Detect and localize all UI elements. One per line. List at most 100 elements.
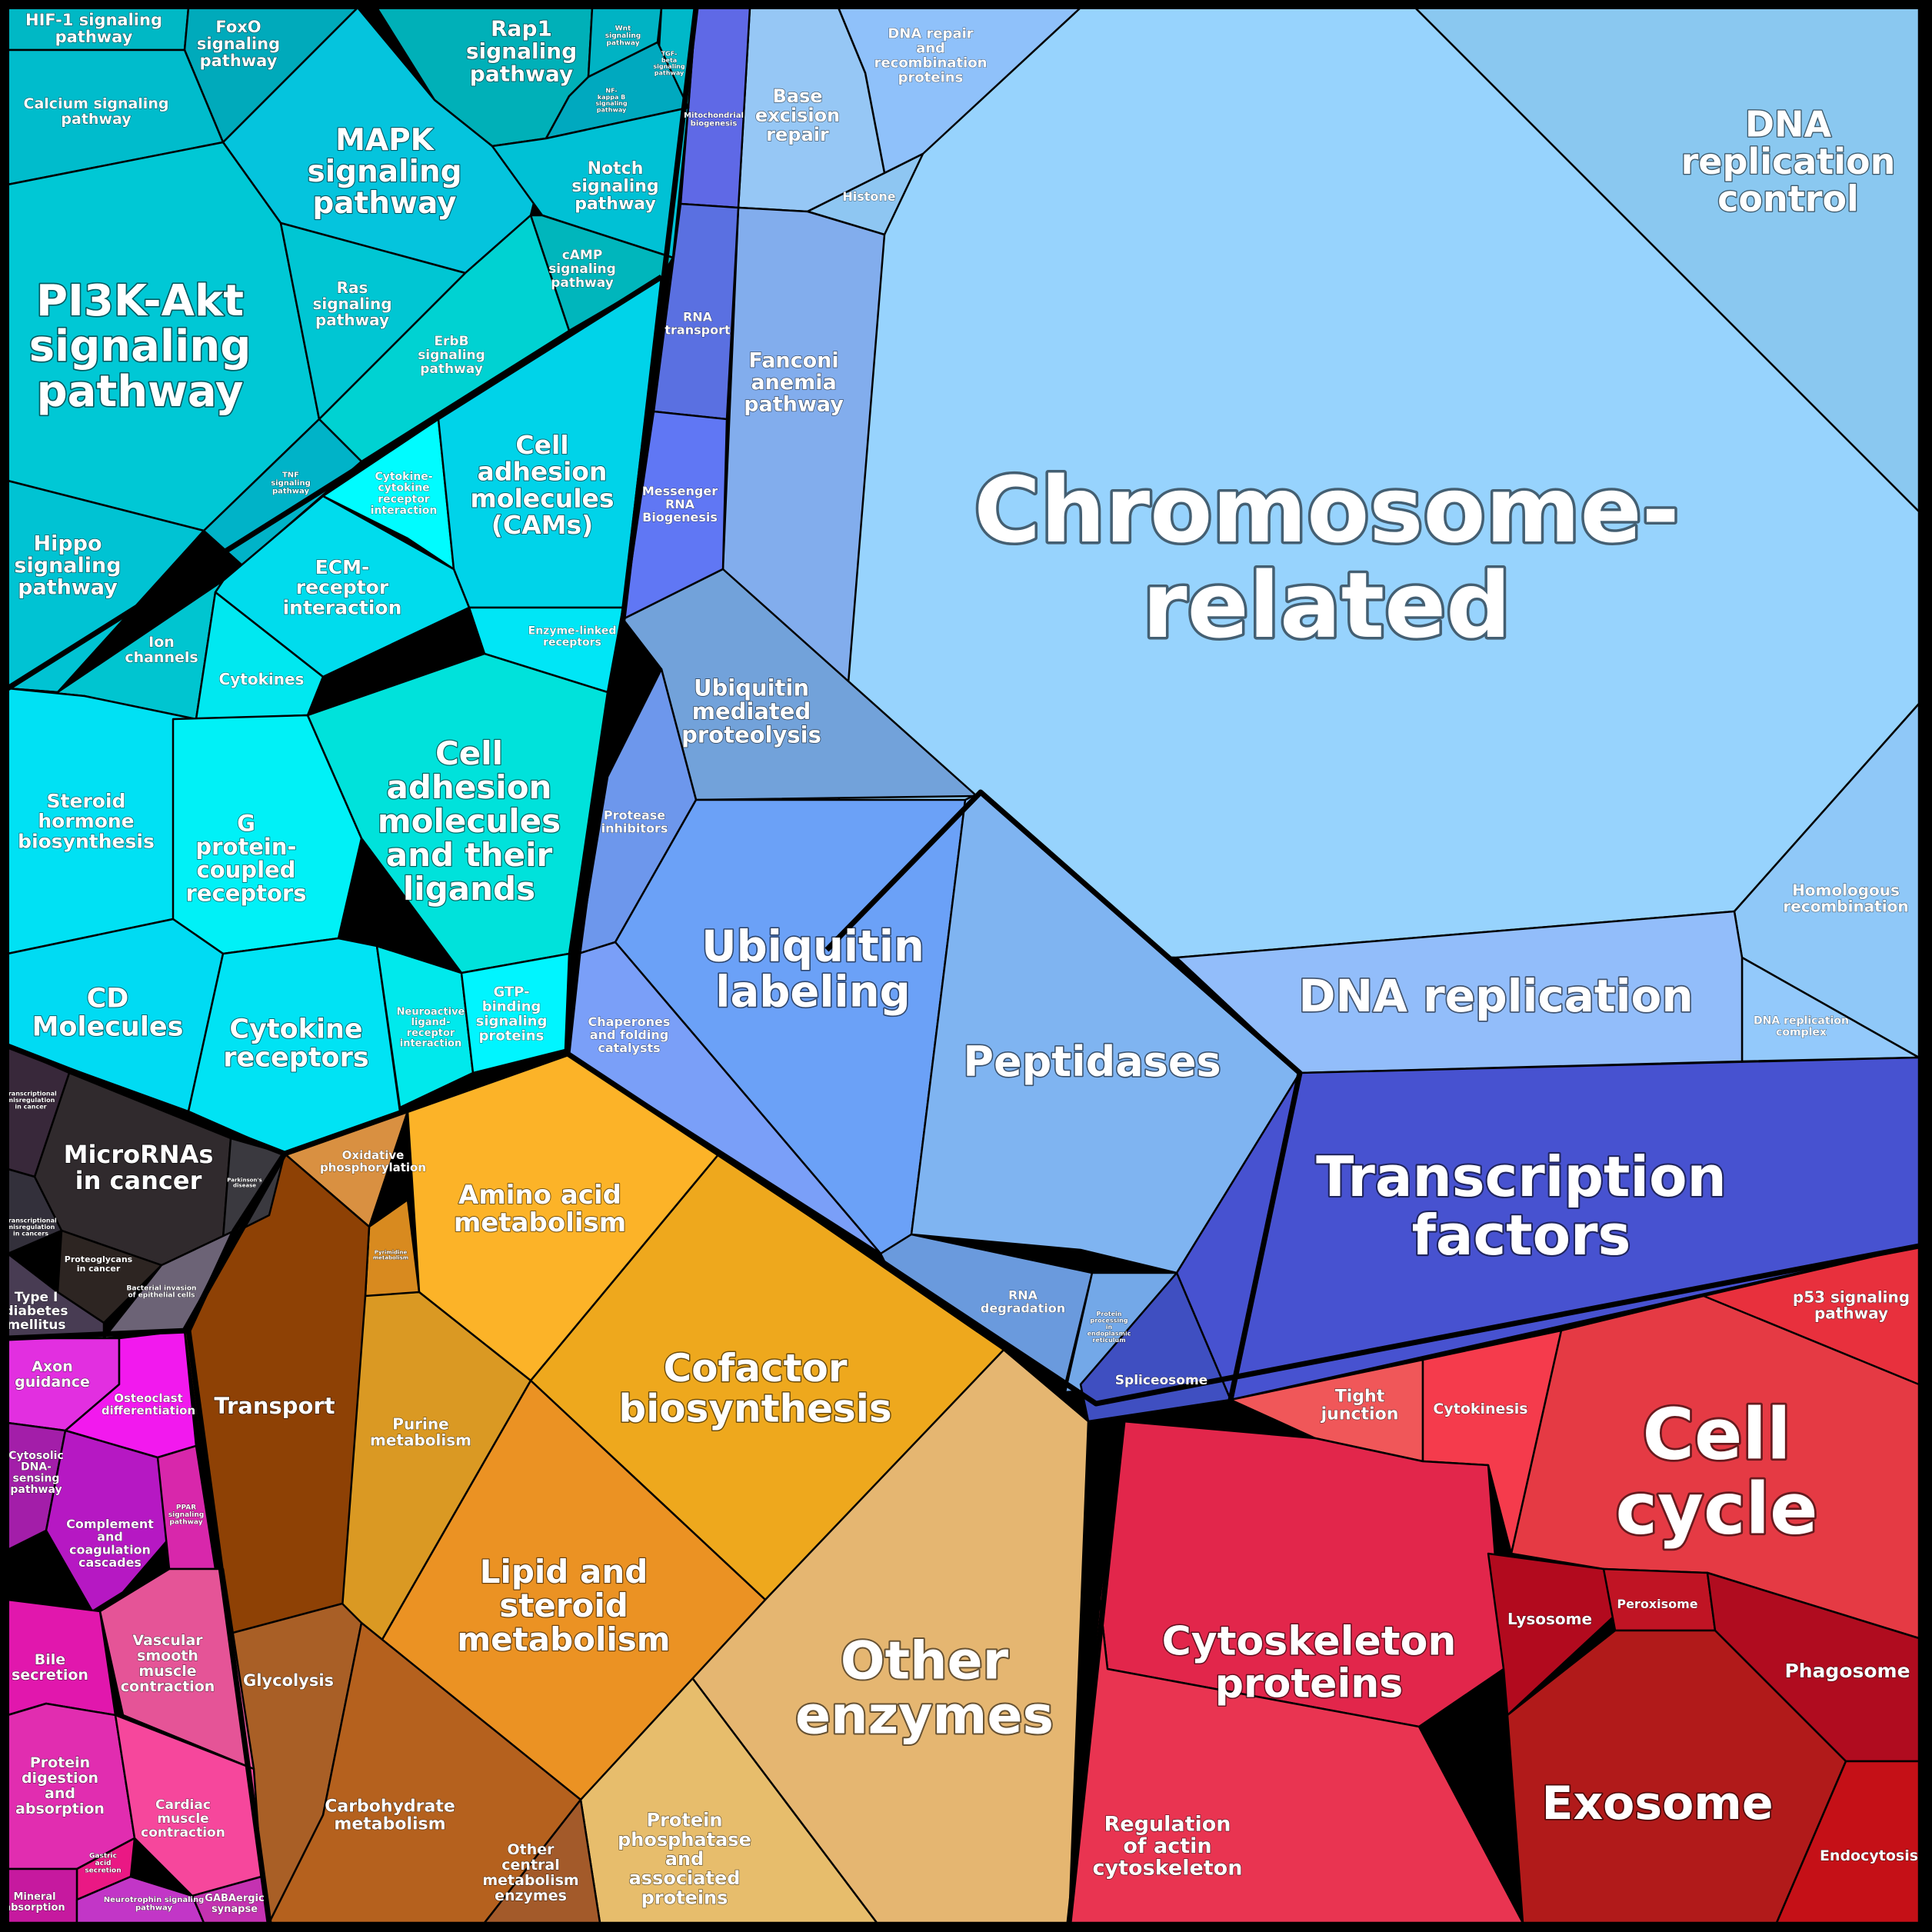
tgf-beta-label: TGF-beta signaling pathway bbox=[653, 50, 685, 76]
protein-digestion-label: Protein digestion and absorption bbox=[15, 1754, 105, 1817]
glycolysis-label: Glycolysis bbox=[243, 1671, 334, 1690]
transcription-factors-cell[interactable] bbox=[1175, 1056, 1920, 1401]
dna-repair-label: DNA repair and recombination proteins bbox=[874, 25, 988, 85]
notch-cell[interactable] bbox=[491, 106, 690, 259]
dna-replication-label: DNA replication bbox=[1298, 970, 1693, 1022]
regulation-actin-label: Regulation of actin cytoskeleton bbox=[1093, 1812, 1243, 1880]
calcium-label: Calcium signaling pathway bbox=[24, 95, 169, 128]
lysosome-cell[interactable] bbox=[1487, 1552, 1617, 1717]
homologous-recombination-label: Homologous recombination bbox=[1783, 881, 1908, 916]
hippo-label: Hippo signaling pathway bbox=[14, 531, 121, 599]
base-excision-repair-label: Base excision repair bbox=[755, 85, 840, 145]
fanconi-anemia-label: Fanconi anemia pathway bbox=[744, 348, 844, 416]
group-border bbox=[565, 7, 699, 1054]
group-border bbox=[566, 1051, 1920, 1407]
major-borders bbox=[6, 7, 1920, 1924]
ppar-label: PPAR signaling pathway bbox=[168, 1504, 204, 1527]
gtp-binding-label: GTP-binding signaling proteins bbox=[476, 984, 548, 1044]
protein-phosphatase-label: Protein phosphatase and associated proteins bbox=[618, 1810, 751, 1909]
other-enzymes-label: Other enzymes bbox=[795, 1631, 1054, 1746]
rna-transport-label: RNA transport bbox=[665, 309, 731, 337]
gabaergic-label: GABAergic synapse bbox=[205, 1893, 264, 1915]
vascular-smooth-muscle-cell[interactable] bbox=[98, 1567, 255, 1770]
erbb-label: ErbB signaling pathway bbox=[418, 334, 485, 377]
mapk-label: MAPK signaling pathway bbox=[308, 123, 462, 221]
cytokinesis-cell[interactable] bbox=[1421, 1329, 1563, 1555]
endocytosis-label: Endocytosis bbox=[1820, 1847, 1918, 1864]
protein-processing-er-label: Protein processing in endoplasmic reticulum bbox=[1088, 1311, 1131, 1344]
ubiquitin-labeling-label: Ubiquitin labeling bbox=[701, 921, 924, 1017]
foxo-label: FoxO signaling pathway bbox=[197, 18, 280, 70]
other-central-metabolism-label: Other central metabolism enzymes bbox=[482, 1841, 578, 1904]
ubiquitin-mediated-proteolysis-label: Ubiquitin mediated proteolysis bbox=[681, 675, 821, 748]
hif1-label: HIF-1 signaling pathway bbox=[25, 11, 162, 46]
group-border bbox=[185, 1330, 272, 1924]
cytokinesis-label: Cytokinesis bbox=[1433, 1401, 1527, 1417]
cytokine-receptors-label: Cytokine receptors bbox=[223, 1014, 368, 1074]
cytoskeleton-proteins-label: Cytoskeleton proteins bbox=[1162, 1619, 1457, 1707]
peptidases-label: Peptidases bbox=[963, 1038, 1221, 1086]
pyrimidine-metabolism-label: Pyrimidine metabolism bbox=[373, 1249, 408, 1261]
cytosolic-dna-label: Cytosolic DNA-sensing pathway bbox=[8, 1450, 64, 1496]
amino-acid-metabolism-label: Amino acid metabolism bbox=[454, 1180, 626, 1238]
cytokine-cytokine-label: Cytokine-cytokine receptor interaction bbox=[371, 471, 438, 517]
notch-label: Notch signaling pathway bbox=[571, 158, 658, 213]
cardiac-muscle-label: Cardiac muscle contraction bbox=[141, 1797, 225, 1840]
tight-junction-label: Tight junction bbox=[1321, 1387, 1399, 1424]
gtp-binding-cell[interactable] bbox=[460, 952, 571, 1074]
phagosome-label: Phagosome bbox=[1784, 1660, 1910, 1682]
dna-replication-complex-label: DNA replication complex bbox=[1754, 1015, 1849, 1039]
transcription-factors-label: Transcription factors bbox=[1316, 1144, 1727, 1267]
purine-metabolism-label: Purine metabolism bbox=[370, 1415, 471, 1450]
chaperones-label: Chaperones and folding catalysts bbox=[588, 1014, 671, 1055]
cams-label: Cell adhesion molecules (CAMs) bbox=[470, 430, 614, 540]
neurotrophin-label: Neurotrophin signaling pathway bbox=[104, 1895, 205, 1912]
vascular-smooth-muscle-label: Vascular smooth muscle contraction bbox=[121, 1632, 215, 1695]
cell-adhesion-ligands-label: Cell adhesion molecules and their ligands bbox=[378, 734, 561, 907]
cd-molecules-label: CD Molecules bbox=[32, 984, 184, 1043]
rna-degradation-label: RNA degradation bbox=[981, 1287, 1065, 1315]
cytokines-label: Cytokines bbox=[219, 670, 305, 688]
cofactor-biosynthesis-label: Cofactor biosynthesis bbox=[618, 1346, 891, 1431]
pi3k-akt-label: PI3K-Akt signaling pathway bbox=[29, 276, 251, 417]
transcriptional-misreg-1-label: Transcriptional misregulation in cancer bbox=[5, 1090, 57, 1110]
transcriptional-misreg-2-label: Transcriptional misregulation in cancers bbox=[5, 1217, 57, 1237]
complement-label: Complement and coagulation cascades bbox=[66, 1516, 154, 1569]
lipid-steroid-label: Lipid and steroid metabolism bbox=[457, 1552, 670, 1657]
histone-label: Histone bbox=[842, 189, 895, 204]
group-border bbox=[1066, 1421, 1126, 1924]
messenger-rna-biogenesis-label: Messenger RNA Biogenesis bbox=[642, 484, 718, 525]
steroid-hormone-label: Steroid hormone biosynthesis bbox=[18, 789, 155, 852]
bile-secretion-label: Bile secretion bbox=[12, 1651, 88, 1684]
rap1-label: Rap1 signaling pathway bbox=[466, 15, 577, 86]
oxidative-phosphorylation-label: Oxidative phosphorylation bbox=[320, 1148, 426, 1174]
parkinsons-label: Parkinson's disease bbox=[227, 1177, 261, 1188]
group-border bbox=[182, 1152, 288, 1332]
proteoglycans-label: Proteoglycans in cancer bbox=[65, 1254, 133, 1274]
cell-cycle-label: Cell cycle bbox=[1616, 1393, 1818, 1550]
dna-replication-control-label: DNA replication control bbox=[1681, 104, 1896, 220]
axon-guidance-label: Axon guidance bbox=[15, 1358, 90, 1391]
spliceosome-label: Spliceosome bbox=[1115, 1373, 1208, 1388]
wnt-label: Wnt signaling pathway bbox=[605, 25, 641, 48]
labels-layer: Chromosome-related DNA replication control H… bbox=[4, 10, 1919, 1915]
tnf-label: TNF signaling pathway bbox=[271, 471, 311, 495]
ras-label: Ras signaling pathway bbox=[312, 278, 391, 329]
exosome-label: Exosome bbox=[1541, 1777, 1773, 1830]
fanconi-anemia-cell[interactable] bbox=[721, 206, 886, 951]
carbohydrate-metabolism-label: Carbohydrate metabolism bbox=[325, 1797, 455, 1834]
gastric-acid-label: Gastric acid secretion bbox=[85, 1853, 121, 1875]
neuroactive-label: Neuroactive ligand-receptor interaction bbox=[397, 1006, 465, 1049]
camp-label: cAMP signaling pathway bbox=[548, 248, 616, 291]
ubiquitin-mediated-proteolysis-cell[interactable] bbox=[621, 568, 978, 801]
bacterial-invasion-label: Bacterial invasion of epithelial cells bbox=[127, 1284, 197, 1299]
transport-label: Transport bbox=[214, 1393, 335, 1419]
ion-channels-label: Ion channels bbox=[125, 634, 198, 666]
enzyme-linked-label: Enzyme-linked receptors bbox=[528, 625, 617, 649]
tnf-cell[interactable] bbox=[202, 418, 363, 567]
